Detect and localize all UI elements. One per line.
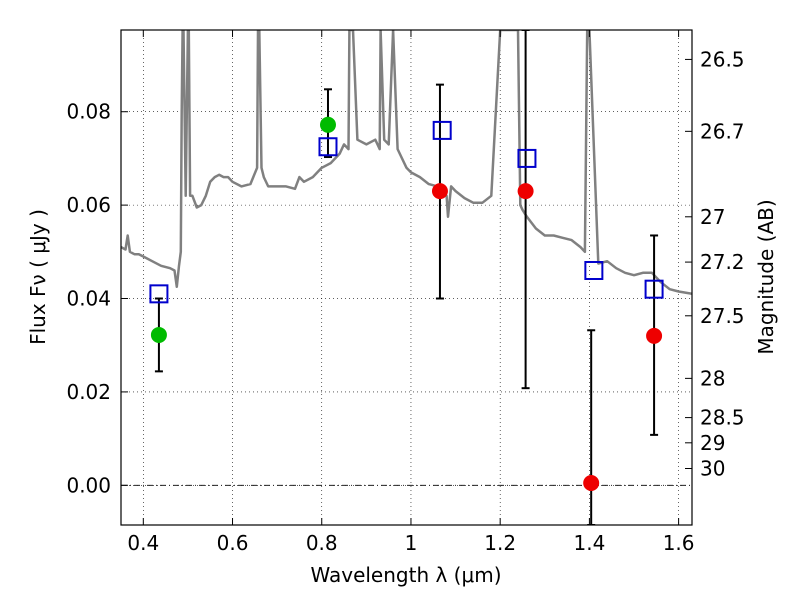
axis-ticks: 0.4 0.6 0.8 1 1.2 1.4 1.6 0.00 0.02 0.04 0.06 0.08 2… (66, 30, 745, 555)
y-tick-label: 0.00 (66, 473, 111, 497)
x-tick-label: 0.8 (306, 531, 338, 555)
y-axis-label: Flux Fν ( μJy ) (26, 209, 50, 345)
observed-flux-point (431, 183, 448, 200)
y-tick-label: 0.08 (66, 100, 111, 124)
right-tick-label: 26.7 (700, 119, 745, 143)
right-tick-label: 28.5 (700, 406, 745, 430)
photometry-points (149, 116, 664, 491)
x-axis-label: Wavelength λ (μm) (310, 563, 501, 587)
x-tick-label: 0.6 (217, 531, 249, 555)
model-flux-square (584, 260, 604, 280)
model-flux-square (318, 137, 338, 157)
x-tick-label: 0.4 (127, 531, 159, 555)
model-flux-square (644, 279, 664, 299)
right-tick-label: 28 (700, 366, 725, 390)
right-tick-label: 30 (700, 456, 725, 480)
right-tick-label: 29 (700, 431, 725, 455)
plot-frame (120, 29, 693, 526)
right-tick-label: 27.5 (700, 304, 745, 328)
observed-flux-point (150, 326, 167, 343)
right-tick-label: 27.2 (700, 250, 745, 274)
spectrum-line (121, 30, 692, 296)
right-axis-label: Magnitude (AB) (754, 199, 778, 354)
observed-flux-point (319, 116, 336, 133)
model-flux-square (432, 120, 452, 140)
model-flux-square (149, 284, 169, 304)
plot-background (121, 30, 692, 525)
y-tick-label: 0.06 (66, 193, 111, 217)
observed-flux-point (517, 183, 534, 200)
y-tick-label: 0.02 (66, 380, 111, 404)
observed-flux-point (646, 327, 663, 344)
model-flux-square (517, 148, 537, 168)
x-tick-label: 1 (405, 531, 418, 555)
grid-lines (121, 30, 692, 525)
right-tick-label: 27 (700, 205, 725, 229)
observed-flux-point (583, 474, 600, 491)
y-tick-label: 0.04 (66, 287, 111, 311)
right-tick-label: 26.5 (700, 47, 745, 71)
model-spectrum (121, 30, 692, 296)
x-tick-label: 1.2 (484, 531, 516, 555)
x-tick-label: 1.4 (573, 531, 605, 555)
x-tick-label: 1.6 (663, 531, 695, 555)
